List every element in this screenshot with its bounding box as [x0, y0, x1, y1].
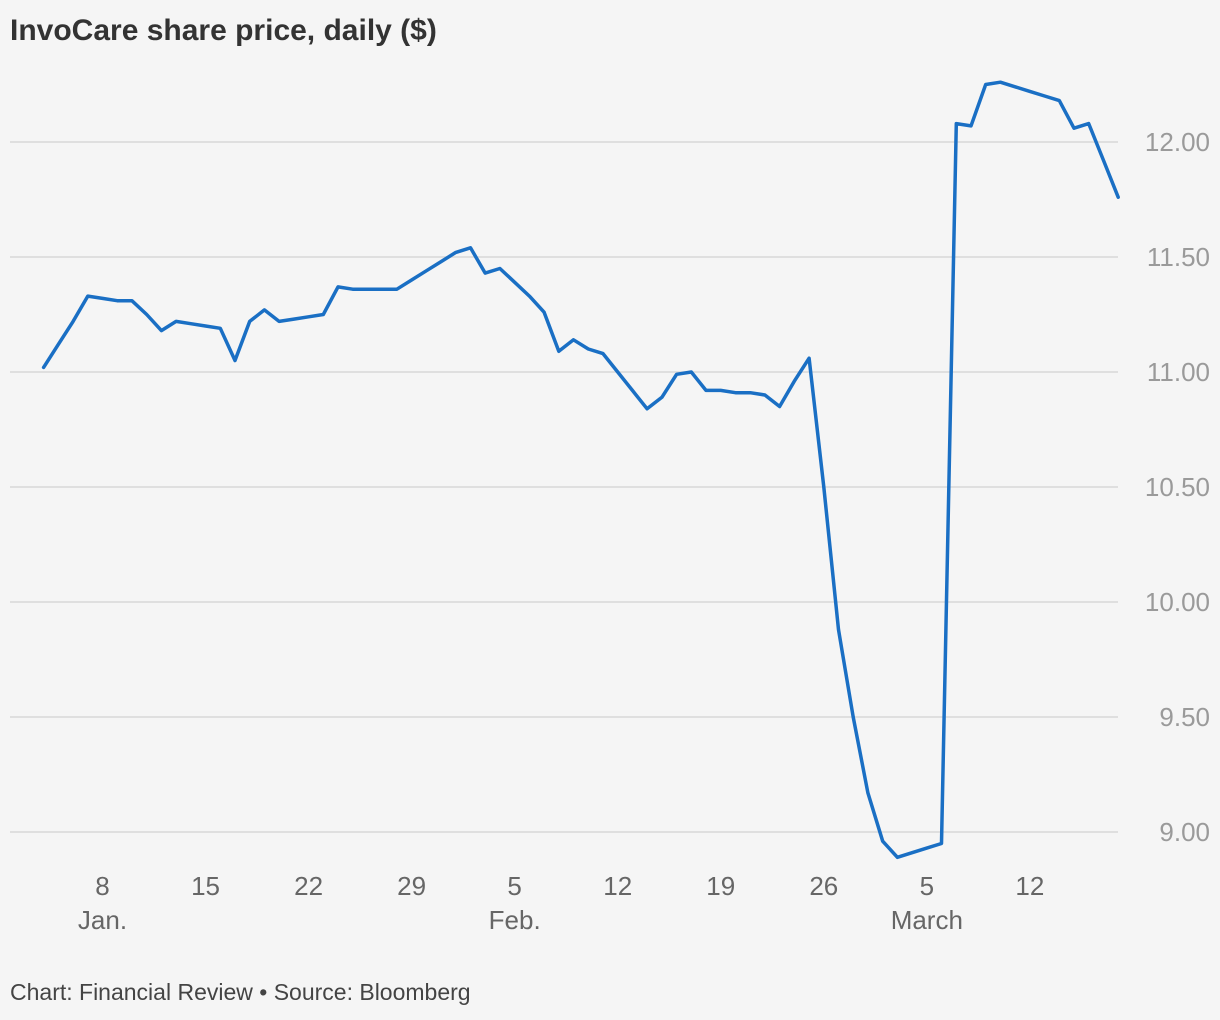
y-tick-label: 9.00	[1159, 817, 1210, 847]
y-axis-ticks: 9.00 9.50 10.00 10.50 11.00 11.50 12.00	[1145, 127, 1210, 847]
chart-source: Chart: Financial Review • Source: Bloomb…	[10, 979, 471, 1005]
y-tick-label: 11.00	[1147, 357, 1210, 387]
x-tick-label: 5	[507, 871, 521, 901]
x-tick-label: 26	[809, 871, 838, 901]
y-tick-label: 12.00	[1145, 127, 1210, 157]
chart-title: InvoCare share price, daily ($)	[10, 14, 437, 47]
x-month-label: Feb.	[489, 905, 541, 935]
x-tick-label: 29	[397, 871, 426, 901]
x-tick-label: 19	[706, 871, 735, 901]
y-tick-label: 10.50	[1145, 472, 1210, 502]
x-tick-label: 8	[95, 871, 109, 901]
x-tick-label: 22	[294, 871, 323, 901]
x-tick-label: 5	[920, 871, 934, 901]
series-layer	[41, 80, 1120, 860]
y-tick-label: 11.50	[1147, 242, 1210, 272]
y-tick-label: 9.50	[1159, 702, 1210, 732]
y-tick-label: 10.00	[1145, 587, 1210, 617]
x-month-label: Jan.	[78, 905, 127, 935]
x-axis-ticks: 8 Jan. 15 22 29 5 Feb. 12 19 26 5 March 12	[78, 871, 1044, 935]
gridlines	[10, 141, 1118, 833]
x-tick-label: 12	[603, 871, 632, 901]
x-month-label: March	[891, 905, 963, 935]
x-tick-label: 15	[191, 871, 220, 901]
x-tick-label: 12	[1015, 871, 1044, 901]
series-line	[41, 80, 1120, 860]
